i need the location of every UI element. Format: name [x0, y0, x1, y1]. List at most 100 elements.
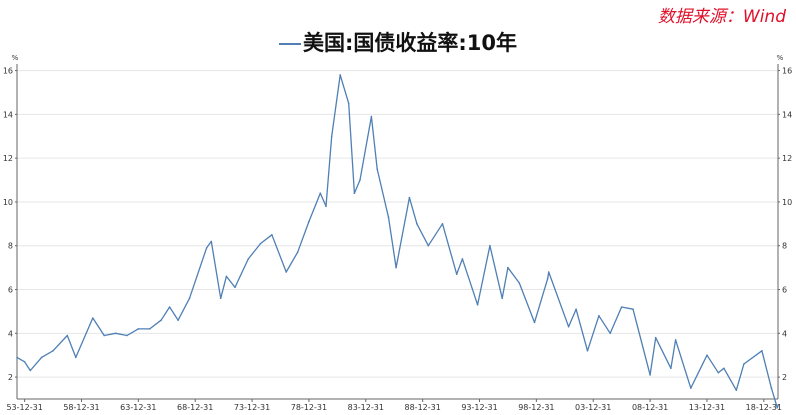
y-tick-label-right: 2	[782, 373, 787, 382]
x-tick-label: 13-12-31	[689, 403, 725, 412]
data-point	[126, 334, 128, 337]
x-tick-label: 98-12-31	[518, 403, 554, 412]
x-tick-label: 58-12-31	[63, 403, 99, 412]
axes	[15, 64, 780, 402]
x-tick-label: 83-12-31	[348, 403, 384, 412]
data-point	[706, 354, 708, 357]
data-point	[507, 266, 509, 269]
data-point	[476, 304, 479, 306]
data-point	[296, 251, 299, 254]
data-point	[632, 308, 634, 311]
data-point	[339, 74, 342, 76]
data-point	[370, 115, 373, 118]
series-line-10y-yield	[16, 74, 779, 409]
data-point	[586, 350, 589, 352]
data-point	[319, 192, 322, 194]
x-tick-label: 08-12-31	[632, 403, 668, 412]
data-point	[387, 216, 390, 219]
data-point	[567, 325, 570, 328]
legend-line-swatch	[278, 43, 301, 45]
x-tick-label: 68-12-31	[177, 403, 213, 412]
chart-title: 美国:国债收益率:10年	[302, 31, 518, 55]
data-point	[16, 356, 18, 359]
data-point	[92, 317, 94, 319]
data-point	[489, 244, 491, 247]
data-point	[761, 350, 763, 352]
data-point	[776, 407, 779, 409]
data-point	[717, 371, 720, 374]
y-unit-left: %	[12, 54, 19, 62]
data-point	[501, 297, 504, 300]
data-point	[330, 135, 333, 138]
y-tick-label-right: 10	[782, 198, 792, 207]
data-point	[455, 273, 458, 276]
x-tick-label: 73-12-31	[234, 403, 270, 412]
data-point	[347, 102, 350, 105]
data-point	[168, 306, 171, 308]
grid	[17, 70, 778, 378]
data-point	[376, 168, 379, 170]
y-tick-label-right: 16	[782, 67, 792, 76]
data-point	[219, 297, 222, 300]
y-tick-label-left: 14	[3, 110, 13, 119]
y-tick-label-left: 8	[8, 242, 13, 251]
data-point	[735, 389, 738, 392]
data-point	[160, 319, 162, 322]
data-point	[743, 363, 745, 365]
series-layer	[16, 74, 779, 409]
y-tick-label-right: 12	[782, 154, 792, 163]
y-tick-label-right: 14	[782, 110, 792, 119]
data-point	[416, 223, 418, 225]
data-point	[23, 361, 26, 363]
data-point	[29, 369, 32, 372]
data-point	[723, 367, 725, 370]
data-point	[461, 258, 464, 260]
data-point	[75, 356, 77, 359]
data-point	[777, 404, 779, 407]
y-tick-label-left: 10	[3, 198, 13, 207]
data-point	[353, 192, 356, 194]
y-tick-label-right: 8	[782, 242, 787, 251]
y-unit-right: %	[777, 54, 784, 62]
data-point	[247, 258, 250, 260]
x-tick-label: 63-12-31	[120, 403, 156, 412]
data-point	[441, 223, 444, 225]
source-note: 数据来源：Wind	[657, 7, 786, 27]
data-point	[620, 306, 623, 308]
data-point	[690, 387, 692, 389]
data-point	[52, 350, 54, 352]
data-point	[259, 242, 262, 245]
data-point	[598, 315, 600, 317]
y-tick-label-right: 6	[782, 286, 787, 295]
data-point	[205, 247, 208, 249]
data-point	[575, 308, 577, 311]
x-tick-label: 93-12-31	[461, 403, 497, 412]
x-tick-label: 78-12-31	[291, 403, 327, 412]
data-point	[285, 271, 288, 273]
data-point	[40, 356, 43, 359]
x-tick-label: 88-12-31	[405, 403, 441, 412]
data-point	[547, 271, 550, 273]
data-point	[670, 367, 672, 370]
data-point	[427, 244, 430, 247]
data-point	[325, 205, 327, 208]
data-point	[148, 328, 151, 330]
data-point	[225, 275, 228, 278]
data-point	[359, 179, 361, 181]
y-tick-label-left: 6	[8, 286, 13, 295]
data-point	[609, 332, 611, 335]
data-point	[308, 220, 310, 223]
y-tick-label-left: 4	[8, 329, 13, 338]
data-point	[114, 332, 117, 335]
data-point	[177, 319, 179, 322]
x-tick-label: 53-12-31	[6, 403, 42, 412]
data-point	[395, 266, 397, 269]
x-axis-labels: 53-12-31 58-12-31 63-12-31 68-12-31 73-12-31…	[6, 403, 781, 412]
y-tick-label-left: 16	[3, 67, 13, 76]
data-point	[103, 334, 105, 337]
data-point	[271, 234, 273, 236]
data-point	[649, 374, 651, 376]
y-axis-labels: 2 2 4 4 6 6 8 8 10 10 12 12 14 14 16 16%%	[3, 54, 792, 382]
data-point	[674, 339, 677, 341]
